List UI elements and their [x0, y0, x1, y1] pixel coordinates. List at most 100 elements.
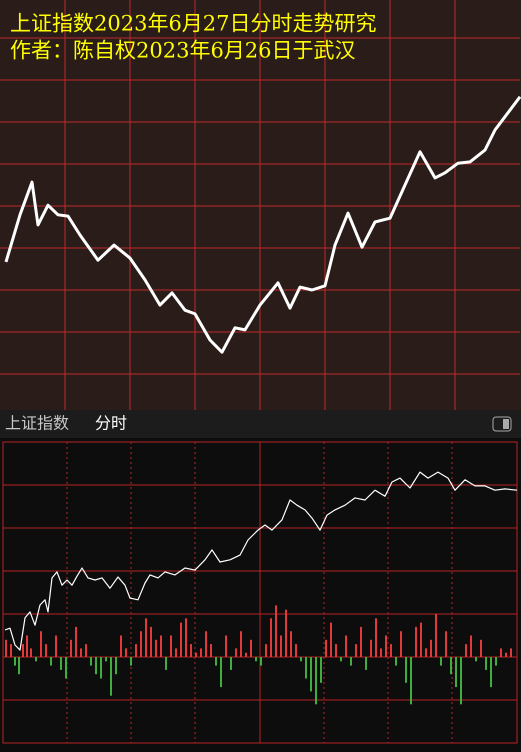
labels: 上证指数2023年6月27日分时走势研究 作者：陈自权2023年6月26日于武汉… — [5, 12, 512, 433]
breadth-bar — [100, 657, 102, 679]
index-name: 上证指数 — [5, 414, 69, 433]
breadth-bar — [325, 639, 327, 657]
breadth-bar — [75, 626, 77, 657]
breadth-bar — [405, 657, 407, 683]
breadth-bar — [440, 657, 442, 666]
chart-subtitle: 作者：陈自权2023年6月26日于武汉 — [10, 39, 356, 63]
breadth-bar — [175, 648, 177, 657]
breadth-bar — [190, 644, 192, 657]
breadth-bar — [435, 614, 437, 657]
breadth-bar — [290, 631, 292, 657]
breadth-bar — [45, 644, 47, 657]
breadth-bar — [505, 652, 507, 657]
breadth-bar — [40, 631, 42, 657]
breadth-bar — [55, 635, 57, 657]
breadth-bar — [485, 657, 487, 670]
breadth-bar — [150, 626, 152, 657]
breadth-bar — [390, 644, 392, 657]
breadth-bar — [205, 631, 207, 657]
breadth-bar — [130, 657, 132, 666]
breadth-bar — [265, 644, 267, 657]
breadth-bar — [240, 631, 242, 657]
breadth-bar — [490, 657, 492, 688]
breadth-bar — [270, 618, 272, 657]
breadth-bar — [295, 644, 297, 657]
breadth-bar — [355, 644, 357, 657]
breadth-bar — [115, 657, 117, 675]
breadth-bar — [285, 609, 287, 657]
breadth-bar — [22, 644, 24, 657]
breadth-bar — [510, 648, 512, 657]
breadth-bar — [200, 648, 202, 657]
view-tab[interactable]: 分时 — [95, 414, 127, 433]
breadth-bar — [475, 657, 477, 662]
breadth-bar — [160, 635, 162, 657]
breadth-bar — [105, 657, 107, 662]
breadth-bar — [345, 635, 347, 657]
breadth-bar — [335, 644, 337, 657]
breadth-bar — [350, 657, 352, 666]
top-chart — [0, 0, 521, 410]
breadth-bar — [305, 657, 307, 679]
breadth-bar — [110, 657, 112, 696]
breadth-bar — [465, 644, 467, 657]
breadth-bar — [220, 657, 222, 688]
breadth-bar — [480, 639, 482, 657]
breadth-bar — [140, 631, 142, 657]
panel-toggle-icon — [503, 419, 509, 429]
breadth-bar — [395, 657, 397, 666]
breadth-bar — [165, 657, 167, 670]
breadth-bar — [500, 648, 502, 657]
breadth-bar — [255, 657, 257, 662]
breadth-bar — [5, 639, 7, 657]
breadth-bar — [170, 635, 172, 657]
breadth-bar — [455, 657, 457, 688]
breadth-bar — [365, 657, 367, 670]
breadth-bar — [210, 644, 212, 657]
breadth-bar — [135, 644, 137, 657]
header-bar — [0, 410, 521, 438]
breadth-bar — [360, 626, 362, 657]
breadth-bar — [310, 657, 312, 692]
breadth-bar — [85, 644, 87, 657]
bottom-chart — [3, 441, 518, 744]
breadth-bar — [120, 635, 122, 657]
breadth-bar — [340, 657, 342, 662]
breadth-bar — [430, 639, 432, 657]
breadth-bar — [320, 657, 322, 683]
breadth-bar — [380, 648, 382, 657]
breadth-bar — [420, 622, 422, 657]
breadth-bar — [495, 657, 497, 666]
breadth-bar — [260, 657, 262, 666]
breadth-bar — [80, 648, 82, 657]
breadth-bar — [180, 622, 182, 657]
breadth-bar — [375, 618, 377, 657]
breadth-bar — [30, 648, 32, 657]
breadth-bar — [445, 631, 447, 657]
breadth-bar — [370, 639, 372, 657]
breadth-bar — [50, 657, 52, 666]
price-line — [4, 471, 518, 651]
breadth-bar — [65, 657, 67, 679]
panel-toggle[interactable] — [492, 416, 512, 432]
breadth-bar — [215, 657, 217, 666]
breadth-bar — [250, 639, 252, 657]
breadth-bar — [10, 644, 12, 657]
breadth-bar — [35, 657, 37, 662]
breadth-bar — [385, 635, 387, 657]
breadth-bar — [425, 648, 427, 657]
breadth-bar — [275, 605, 277, 657]
breadth-bar — [225, 635, 227, 657]
breadth-bar — [125, 648, 127, 657]
price-line — [4, 95, 521, 354]
breadth-bar — [95, 657, 97, 675]
breadth-bar — [245, 652, 247, 657]
breadth-bar — [450, 657, 452, 675]
breadth-bar — [185, 618, 187, 657]
breadth-bar — [195, 652, 197, 657]
breadth-bar — [235, 648, 237, 657]
breadth-bar — [14, 657, 16, 666]
breadth-bar — [330, 622, 332, 657]
breadth-bar — [415, 626, 417, 657]
